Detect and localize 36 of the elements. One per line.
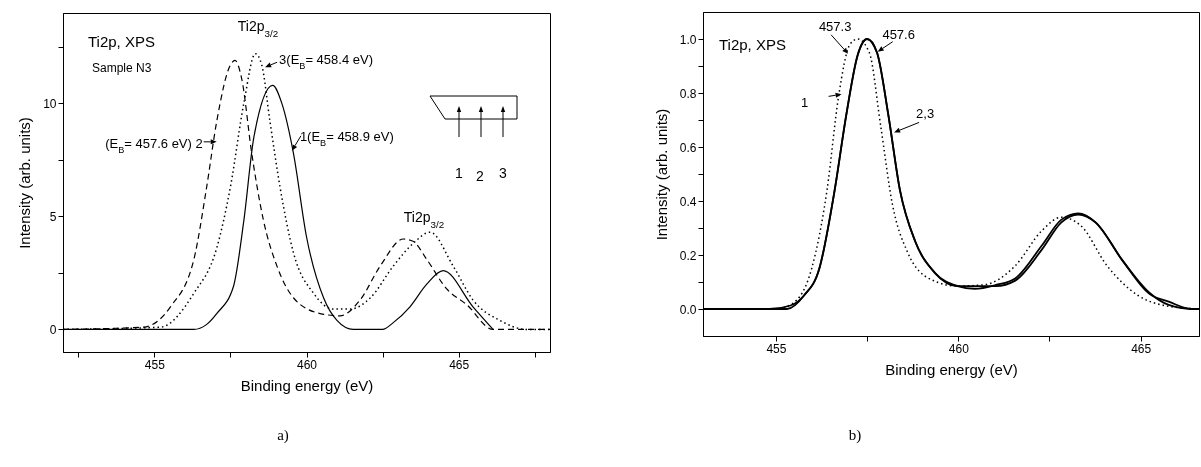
annotation: 1 (800, 95, 809, 111)
y-axis-title: Intensity (arb. units) (652, 108, 670, 241)
annotation: 457.3 (818, 18, 852, 34)
y-tick-label: 0 (49, 322, 57, 337)
annotation: 1 (455, 165, 464, 181)
annotation: 1(E$_{B}$= 458.9 eV) (299, 128, 394, 148)
y-tick-label: 10 (43, 96, 57, 111)
y-tick-label: 5 (49, 209, 57, 224)
text: a) (277, 427, 289, 444)
annotation: 2,3 (916, 106, 935, 122)
y-axis-title: Intensity (arb. units) (16, 117, 34, 249)
annotation: 3(E$_{B}$= 458.4 eV) (279, 52, 373, 72)
annotation: (E$_{B}$= 457.6 eV) 2 (105, 135, 203, 155)
x-tick-label: 455 (144, 357, 166, 372)
annotation: 457.6 (882, 26, 915, 42)
annotation: Ti2p$_{3/2}$ (237, 18, 279, 39)
x-tick-label: 465 (449, 357, 470, 372)
y-tick-label: 0.6 (679, 140, 697, 155)
y-tick-label: 0.0 (679, 302, 697, 317)
x-tick-label: 460 (296, 357, 318, 372)
x-tick-label: 465 (1131, 341, 1152, 356)
x-axis-title: Binding energy (eV) (885, 360, 1018, 378)
x-axis-title: Binding energy (eV) (240, 376, 374, 394)
annotation: 2 (476, 168, 485, 184)
y-tick-label: 0.2 (679, 248, 697, 263)
annotation: 3 (499, 165, 508, 181)
y-tick-label: 0.4 (679, 194, 697, 209)
text: b) (848, 427, 862, 444)
annotation: Ti2p$_{3/2}$ (403, 209, 445, 230)
text: Sample N3 (92, 61, 152, 75)
y-tick-label: 1.0 (679, 32, 697, 47)
text: Ti2p, XPS (719, 36, 786, 53)
y-tick-label: 0.8 (679, 86, 697, 101)
text: Ti2p, XPS (88, 33, 155, 50)
x-tick-label: 460 (948, 341, 970, 356)
x-tick-label: 455 (766, 341, 787, 356)
